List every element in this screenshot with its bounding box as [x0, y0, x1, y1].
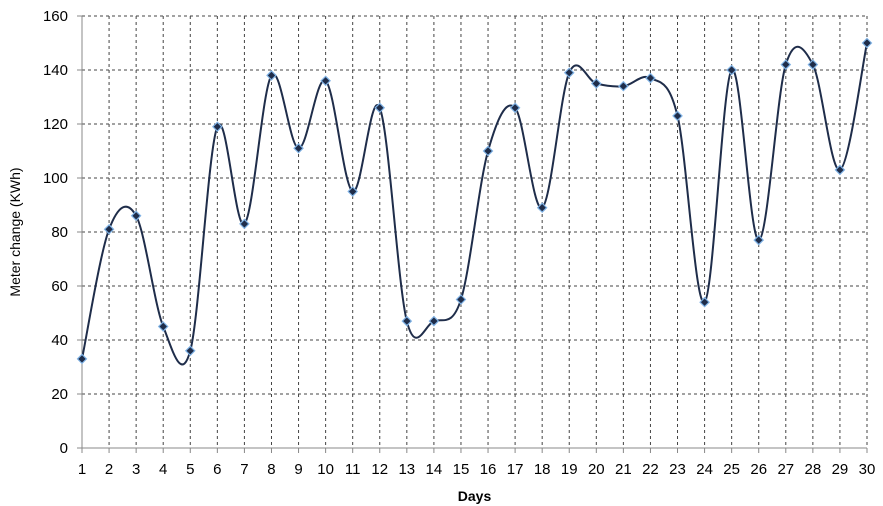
x-tick-label: 20	[588, 461, 605, 478]
data-point-marker	[699, 296, 710, 308]
y-tick-label: 100	[43, 170, 68, 187]
data-point-marker	[239, 218, 250, 230]
x-tick-label: 5	[186, 461, 194, 478]
data-point-marker	[293, 142, 304, 154]
series-line	[81, 42, 868, 366]
x-tick-label: 12	[371, 461, 388, 478]
x-axis-title: Days	[458, 488, 492, 504]
x-tick-label: 7	[240, 461, 248, 478]
series-layer	[76, 37, 873, 366]
x-tick-label: 23	[669, 461, 686, 478]
data-point-marker	[130, 210, 142, 222]
x-tick-label: 2	[105, 461, 113, 478]
data-point-marker	[509, 102, 521, 114]
x-tick-label: 18	[534, 461, 551, 478]
x-tick-label: 24	[696, 461, 713, 478]
data-point-marker	[157, 321, 169, 332]
x-tick-label: 16	[480, 461, 497, 478]
x-tick-label: 27	[777, 461, 794, 478]
x-tick-label: 3	[132, 461, 140, 478]
data-point-marker	[726, 64, 738, 76]
data-point-marker	[374, 102, 386, 114]
x-tick-label: 29	[832, 461, 849, 478]
x-tick-label: 30	[859, 461, 876, 478]
data-point-marker	[347, 186, 359, 197]
data-point-marker	[672, 110, 683, 122]
x-tick-label: 1	[78, 461, 86, 478]
y-tick-label: 80	[51, 224, 68, 241]
data-point-marker	[455, 294, 467, 305]
data-point-marker	[861, 37, 873, 49]
x-tick-label: 25	[723, 461, 740, 478]
y-tick-label: 120	[43, 116, 68, 133]
x-tick-label: 17	[507, 461, 524, 478]
y-tick-label: 40	[51, 332, 68, 349]
x-tick-label: 28	[805, 461, 822, 478]
data-point-marker	[807, 59, 819, 70]
data-point-marker	[590, 78, 602, 89]
data-point-marker	[780, 59, 792, 70]
data-point-marker	[563, 67, 575, 79]
data-point-marker	[482, 145, 494, 157]
data-point-marker	[401, 315, 413, 327]
data-point-marker	[536, 202, 548, 214]
x-tick-label: 9	[294, 461, 302, 478]
data-point-marker	[834, 164, 846, 176]
x-tick-label: 4	[159, 461, 167, 478]
y-tick-label: 140	[43, 62, 68, 79]
x-tick-label: 6	[213, 461, 221, 478]
data-point-marker	[645, 72, 656, 84]
data-point-marker	[211, 121, 223, 133]
data-point-marker	[320, 75, 331, 87]
x-tick-label: 13	[398, 461, 415, 478]
data-point-marker	[184, 345, 196, 357]
x-tick-label: 14	[426, 461, 443, 478]
x-tick-label: 19	[561, 461, 578, 478]
data-point-marker	[618, 80, 629, 92]
data-point-marker	[103, 223, 115, 235]
data-point-marker	[76, 353, 88, 365]
y-tick-label: 20	[51, 386, 68, 403]
x-tick-label: 21	[615, 461, 632, 478]
x-tick-label: 10	[317, 461, 334, 478]
x-tick-label: 15	[453, 461, 470, 478]
data-point-marker	[428, 315, 440, 327]
data-point-marker	[753, 234, 765, 246]
x-tick-label: 26	[750, 461, 767, 478]
x-tick-label: 8	[267, 461, 275, 478]
y-tick-label: 0	[60, 440, 68, 457]
y-axis-title: Meter change (KWh)	[7, 167, 23, 296]
x-tick-label: 11	[345, 461, 361, 478]
y-tick-label: 160	[43, 8, 68, 25]
x-tick-label: 22	[642, 461, 659, 478]
data-point-marker	[266, 70, 277, 81]
axis-layer	[77, 15, 868, 453]
y-tick-label: 60	[51, 278, 68, 295]
